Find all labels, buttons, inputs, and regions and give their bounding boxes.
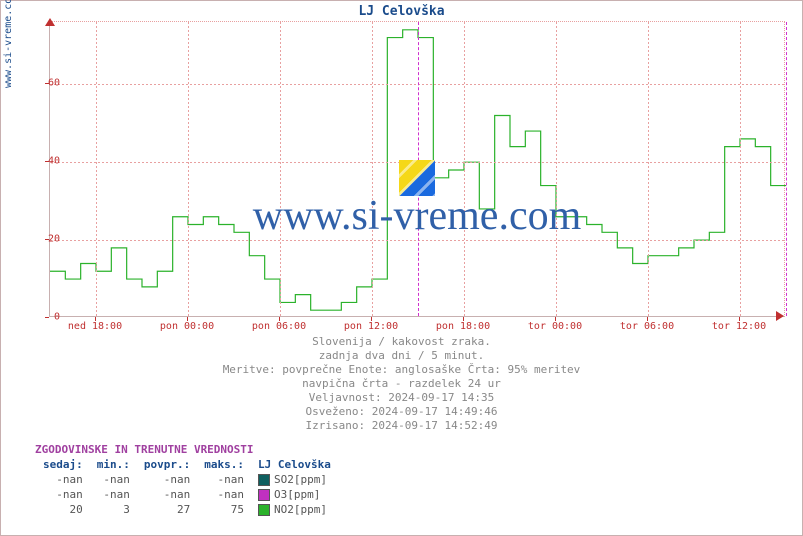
table-cell: 20 <box>37 503 89 516</box>
ytick-label: 60 <box>48 78 60 89</box>
xtick-label: pon 18:00 <box>436 321 490 332</box>
xtick-label: ned 18:00 <box>68 321 122 332</box>
xtick-label: pon 00:00 <box>160 321 214 332</box>
station-header: LJ Celovška <box>252 458 337 471</box>
xtick-label: pon 12:00 <box>344 321 398 332</box>
table-cell: -nan <box>198 488 250 501</box>
footer-line-4: navpična črta - razdelek 24 ur <box>1 377 802 391</box>
legend-item: O3[ppm] <box>252 488 337 501</box>
footer-line-2: zadnja dva dni / 5 minut. <box>1 349 802 363</box>
xtick-label: tor 00:00 <box>528 321 582 332</box>
footer-line-7: Izrisano: 2024-09-17 14:52:49 <box>1 419 802 433</box>
footer-line-6: Osveženo: 2024-09-17 14:49:46 <box>1 405 802 419</box>
yaxis-label: www.si-vreme.com <box>3 0 14 88</box>
stats-table: ZGODOVINSKE IN TRENUTNE VREDNOSTI sedaj:… <box>35 443 339 518</box>
legend-swatch <box>258 474 270 486</box>
col-header: sedaj: <box>37 458 89 471</box>
table-cell: -nan <box>91 488 136 501</box>
plot-area: www.si-vreme.com <box>49 21 785 317</box>
table-cell: 3 <box>91 503 136 516</box>
table-header: ZGODOVINSKE IN TRENUTNE VREDNOSTI <box>35 443 339 456</box>
table-cell: -nan <box>138 473 196 486</box>
xtick-label: tor 06:00 <box>620 321 674 332</box>
footer-line-5: Veljavnost: 2024-09-17 14:35 <box>1 391 802 405</box>
table-cell: 27 <box>138 503 196 516</box>
table-cell: -nan <box>37 473 89 486</box>
ytick-label: 20 <box>48 234 60 245</box>
table-cell: -nan <box>138 488 196 501</box>
table-cell: 75 <box>198 503 250 516</box>
divider-24h <box>418 22 419 316</box>
xtick-label: tor 12:00 <box>712 321 766 332</box>
legend-item: SO2[ppm] <box>252 473 337 486</box>
chart-title: LJ Celovška <box>1 4 802 19</box>
table-cell: -nan <box>37 488 89 501</box>
table-cell: -nan <box>91 473 136 486</box>
col-header: povpr.: <box>138 458 196 471</box>
table-cell: -nan <box>198 473 250 486</box>
footer-line-3: Meritve: povprečne Enote: anglosaške Črt… <box>1 363 802 377</box>
ytick-label: 0 <box>54 312 60 323</box>
ytick-label: 40 <box>48 156 60 167</box>
divider-24h <box>786 22 787 316</box>
legend-swatch <box>258 504 270 516</box>
footer-line-1: Slovenija / kakovost zraka. <box>1 335 802 349</box>
chart-frame: LJ Celovška www.si-vreme.com www.si-vrem… <box>0 0 803 536</box>
legend-swatch <box>258 489 270 501</box>
xtick-label: pon 06:00 <box>252 321 306 332</box>
legend-item: NO2[ppm] <box>252 503 337 516</box>
col-header: min.: <box>91 458 136 471</box>
col-header: maks.: <box>198 458 250 471</box>
